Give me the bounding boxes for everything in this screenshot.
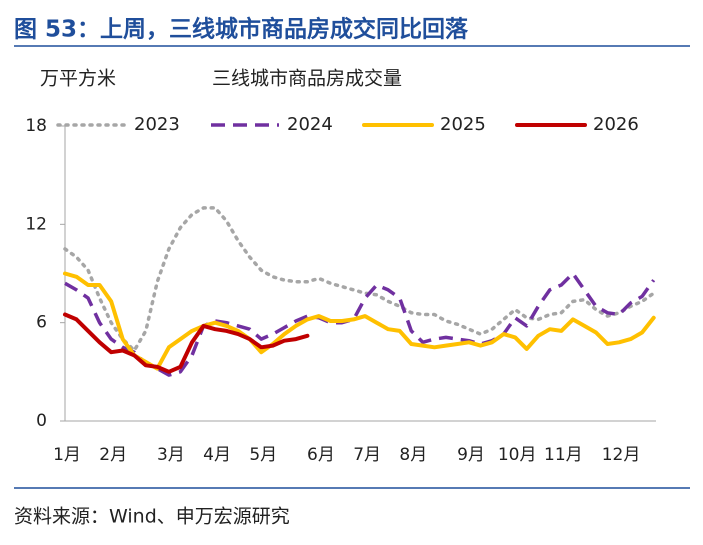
x-tick-label: 8月 [399, 445, 427, 465]
y-tick-label: 12 [25, 214, 47, 234]
x-tick-label: 5月 [249, 445, 277, 465]
x-tick-label: 11月 [544, 445, 583, 465]
series-line [63, 206, 656, 353]
legend-label: 2024 [287, 114, 333, 135]
x-tick-label: 6月 [307, 445, 335, 465]
legend-label: 2025 [440, 114, 486, 135]
legend-label: 2026 [593, 114, 639, 135]
x-tick-label: 7月 [353, 445, 381, 465]
chart-title: 三线城市商品房成交量 [212, 68, 402, 90]
x-tick-label: 3月 [157, 445, 185, 465]
x-tick-label: 2月 [99, 445, 127, 465]
y-tick-label: 18 [25, 116, 47, 136]
x-tick-label: 9月 [457, 445, 485, 465]
legend-label: 2023 [134, 114, 180, 135]
series-line [64, 271, 656, 377]
y-tick-label: 0 [36, 411, 47, 431]
page-title: 图 53：上周，三线城市商品房成交同比回落 [14, 16, 469, 43]
series-line [63, 271, 656, 371]
source-note: 资料来源：Wind、申万宏源研究 [14, 506, 290, 528]
x-tick-label: 12月 [602, 445, 641, 465]
x-tick-label: 1月 [53, 445, 81, 465]
x-tick-label: 4月 [203, 445, 231, 465]
y-tick-label: 6 [36, 313, 47, 333]
y-unit-label: 万平方米 [40, 68, 116, 90]
x-tick-label: 10月 [498, 445, 537, 465]
series-line [63, 312, 310, 374]
